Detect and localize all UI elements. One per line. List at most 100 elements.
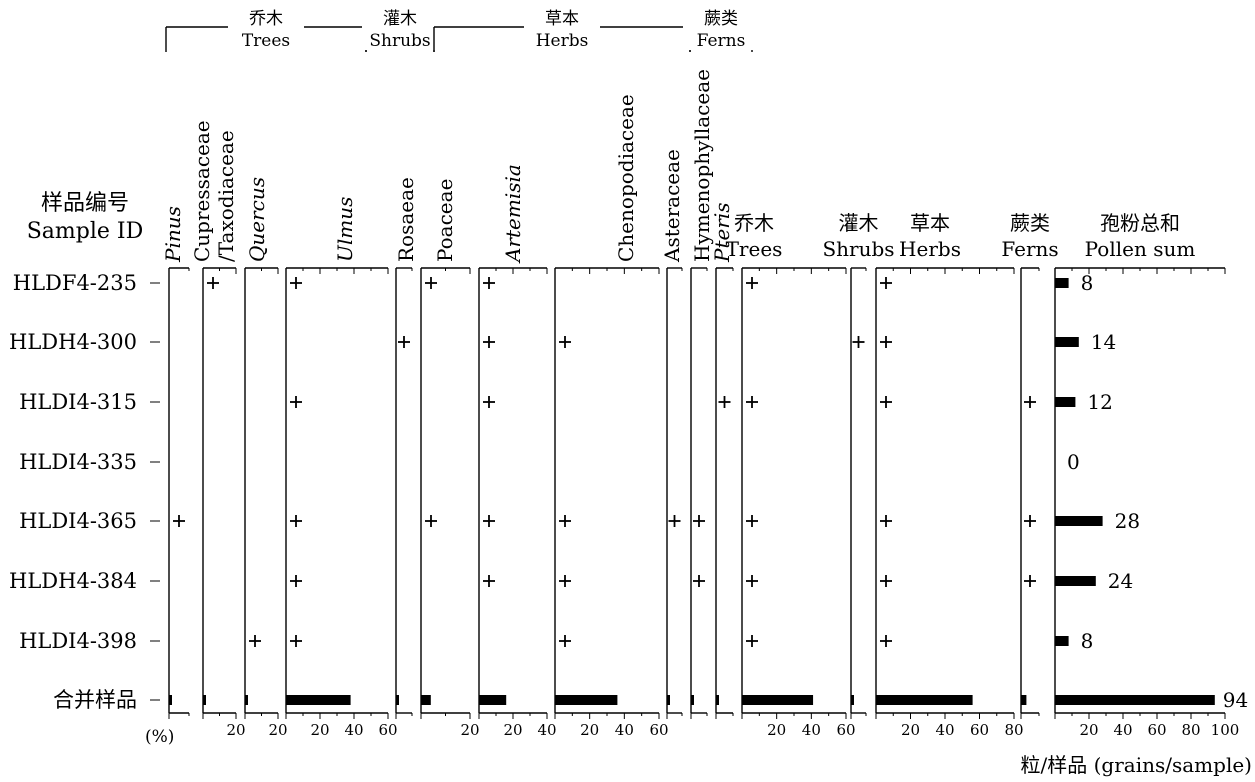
- summary-tick-label: 40: [802, 721, 821, 739]
- summary-tick-label: 20: [767, 721, 786, 739]
- taxon-tick-label: 20: [226, 721, 245, 739]
- summary-label-cn: 蕨类: [1010, 211, 1050, 235]
- group-label-bg: [683, 6, 759, 50]
- taxon-label: Rosaeae: [394, 177, 418, 262]
- group-label-bg: [524, 6, 600, 50]
- summary-tick-label: 80: [1004, 721, 1023, 739]
- taxon-combined-bar: [286, 695, 351, 705]
- pollen-tick-label: 100: [1211, 721, 1240, 739]
- taxon-label: Pteris: [710, 202, 734, 263]
- sample-label: HLDI4-365: [19, 509, 137, 533]
- pollen-bar: [1055, 576, 1096, 586]
- taxon-label: Pinus: [161, 206, 185, 263]
- pollen-value-label: 14: [1091, 330, 1116, 354]
- summary-combined-bar: [742, 695, 814, 705]
- sample-label: HLDI4-335: [19, 450, 137, 474]
- taxon-label: Cupressaceae: [190, 120, 214, 262]
- group-label-en: Herbs: [536, 31, 589, 51]
- percent-unit-label: (%): [145, 727, 174, 747]
- y-header-cn: 样品编号: [41, 191, 129, 216]
- taxon-combined-bar: [667, 695, 670, 705]
- pollen-tick-label: 20: [1079, 721, 1098, 739]
- taxon-tick-label: 20: [580, 721, 599, 739]
- taxon-tick-label: 40: [537, 721, 556, 739]
- pollen-sum-label-cn: 孢粉总和: [1100, 211, 1180, 235]
- taxon-combined-bar: [555, 695, 618, 705]
- group-label-cn: 草本: [545, 9, 579, 29]
- pollen-bar: [1055, 695, 1215, 705]
- sample-label: HLDH4-300: [9, 330, 137, 354]
- pollen-value-label: 8: [1081, 629, 1094, 653]
- marks: 8 14 12 0 28 24 8 94: [169, 271, 1248, 712]
- taxon-combined-bar: [691, 695, 694, 705]
- sample-label: HLDI4-315: [19, 390, 137, 414]
- count-unit-label: 粒/样品 (grains/sample): [1021, 753, 1252, 777]
- taxon-combined-bar: [421, 695, 431, 705]
- pollen-bar: [1055, 516, 1103, 526]
- pollen-tick-label: 60: [1147, 721, 1166, 739]
- taxon-tick-label: 60: [649, 721, 668, 739]
- taxon-tick-label: 40: [344, 721, 363, 739]
- sample-labels: 样品编号 Sample ID HLDF4-235 HLDH4-300 HLDI4-315…: [9, 191, 160, 712]
- pollen-sum-label-en: Pollen sum: [1085, 237, 1196, 261]
- taxon-tick-label: 20: [503, 721, 522, 739]
- taxon-tick-label: 20: [268, 721, 287, 739]
- summary-combined-bar: [876, 695, 973, 705]
- taxon-tick-label: 20: [460, 721, 479, 739]
- group-label-bg: [362, 6, 438, 50]
- summary-tick-label: 40: [935, 721, 954, 739]
- taxon-combined-bar: [203, 695, 206, 705]
- summary-label-en: Shrubs: [822, 237, 894, 261]
- taxon-label: Artemisia: [501, 164, 525, 264]
- summary-label-en: Trees: [726, 237, 783, 261]
- taxon-combined-bar: [169, 695, 172, 705]
- pollen-bar: [1055, 636, 1069, 646]
- pollen-tick-label: 80: [1181, 721, 1200, 739]
- pollen-bar: [1055, 337, 1079, 347]
- summary-label-cn: 草本: [910, 211, 950, 235]
- pollen-value-label: 28: [1115, 509, 1140, 533]
- taxon-tick-label: 60: [378, 721, 397, 739]
- taxon-label: Quercus: [245, 177, 269, 262]
- sample-label: HLDF4-235: [13, 271, 137, 295]
- sample-label: HLDH4-384: [9, 569, 137, 593]
- pollen-tick-label: 40: [1113, 721, 1132, 739]
- pollen-value-label: 8: [1081, 271, 1094, 295]
- summary-combined-bar: [851, 695, 854, 705]
- summary-label-cn: 灌木: [839, 211, 879, 235]
- summary-label-en: Ferns: [1001, 237, 1058, 261]
- taxon-label: Poaceae: [433, 179, 457, 262]
- pollen-value-label: 12: [1087, 390, 1112, 414]
- taxon-combined-bar: [479, 695, 507, 705]
- taxon-tick-label: 40: [615, 721, 634, 739]
- group-label-en: Shrubs: [369, 31, 430, 51]
- pollen-value-label: 24: [1108, 569, 1133, 593]
- pollen-bar: [1055, 397, 1076, 407]
- group-label-cn: 灌木: [383, 9, 417, 29]
- summary-label-en: Herbs: [899, 237, 961, 261]
- group-label-cn: 蕨类: [704, 9, 738, 29]
- summary-label-cn: 乔木: [734, 211, 774, 235]
- taxon-label: Asteraceae: [660, 149, 684, 263]
- y-header-en: Sample ID: [27, 219, 144, 244]
- group-label-cn: 乔木: [249, 9, 283, 29]
- pollen-bar: [1055, 278, 1069, 288]
- taxon-combined-bar: [245, 695, 248, 705]
- taxon-label: Ulmus: [333, 197, 357, 262]
- taxon-labels: Pinus Cupressaceae/Taxodiaceae Quercus Ulmu…: [161, 69, 1195, 264]
- pollen-value-label: 94: [1223, 688, 1248, 712]
- taxon-tick-label: 20: [310, 721, 329, 739]
- sample-label: HLDI4-398: [19, 629, 137, 653]
- summary-tick-label: 60: [970, 721, 989, 739]
- taxon-label-line2: /Taxodiaceae: [214, 130, 238, 262]
- summary-tick-label: 60: [836, 721, 855, 739]
- pollen-value-label: 0: [1067, 450, 1080, 474]
- group-label-en: Ferns: [697, 31, 746, 51]
- group-label-bg: [228, 6, 304, 50]
- group-label-en: Trees: [242, 31, 290, 51]
- summary-combined-bar: [1021, 695, 1027, 705]
- taxon-label: Hymenophyllaceae: [690, 69, 714, 262]
- taxon-label: Chenopodiaceae: [614, 94, 638, 262]
